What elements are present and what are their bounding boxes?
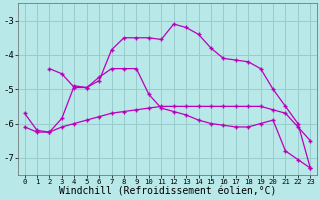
X-axis label: Windchill (Refroidissement éolien,°C): Windchill (Refroidissement éolien,°C): [59, 187, 276, 197]
